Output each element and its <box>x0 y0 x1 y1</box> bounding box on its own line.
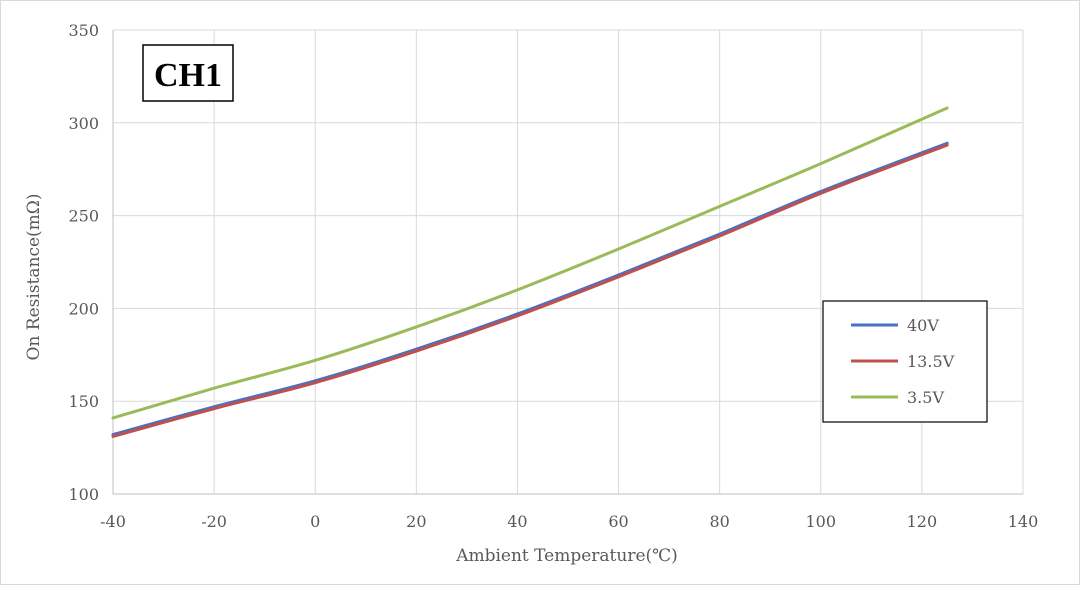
y-tick-label: 350 <box>68 21 99 40</box>
series-lines <box>111 106 949 438</box>
x-tick-label: 140 <box>1008 512 1039 531</box>
y-axis-label: On Resistance(mΩ) <box>24 193 44 360</box>
series-line-13-5v <box>111 143 949 438</box>
x-tick-label: 120 <box>907 512 938 531</box>
x-axis-label: Ambient Temperature(℃) <box>455 546 678 566</box>
x-tick-label: -20 <box>201 512 227 531</box>
y-tick-label: 200 <box>68 299 99 318</box>
y-tick-label: 100 <box>68 485 99 504</box>
legend-label: 13.5V <box>907 352 955 371</box>
legend-label: 3.5V <box>907 388 944 407</box>
x-tick-label: 20 <box>406 512 426 531</box>
x-tick-label: -40 <box>100 512 126 531</box>
x-tick-label: 40 <box>507 512 527 531</box>
legend-label: 40V <box>907 316 939 335</box>
y-tick-label: 300 <box>68 114 99 133</box>
y-tick-labels: 100 150 200 250 300 350 <box>68 21 99 504</box>
series-line-40v <box>111 141 949 437</box>
y-tick-label: 150 <box>68 392 99 411</box>
chart-title-box: CH1 <box>142 44 234 102</box>
chart-title: CH1 <box>154 57 222 94</box>
axes <box>112 30 1023 495</box>
series-line-3-5v <box>111 106 949 420</box>
x-tick-label: 100 <box>806 512 837 531</box>
x-tick-label: 0 <box>310 512 320 531</box>
x-tick-label: 80 <box>709 512 729 531</box>
x-tick-label: 60 <box>608 512 628 531</box>
x-tick-labels: -40 -20 0 20 40 60 80 100 120 140 <box>100 512 1038 531</box>
y-tick-label: 250 <box>68 207 99 226</box>
grid-lines <box>113 29 1024 494</box>
legend: 40V 13.5V 3.5V <box>822 300 988 423</box>
